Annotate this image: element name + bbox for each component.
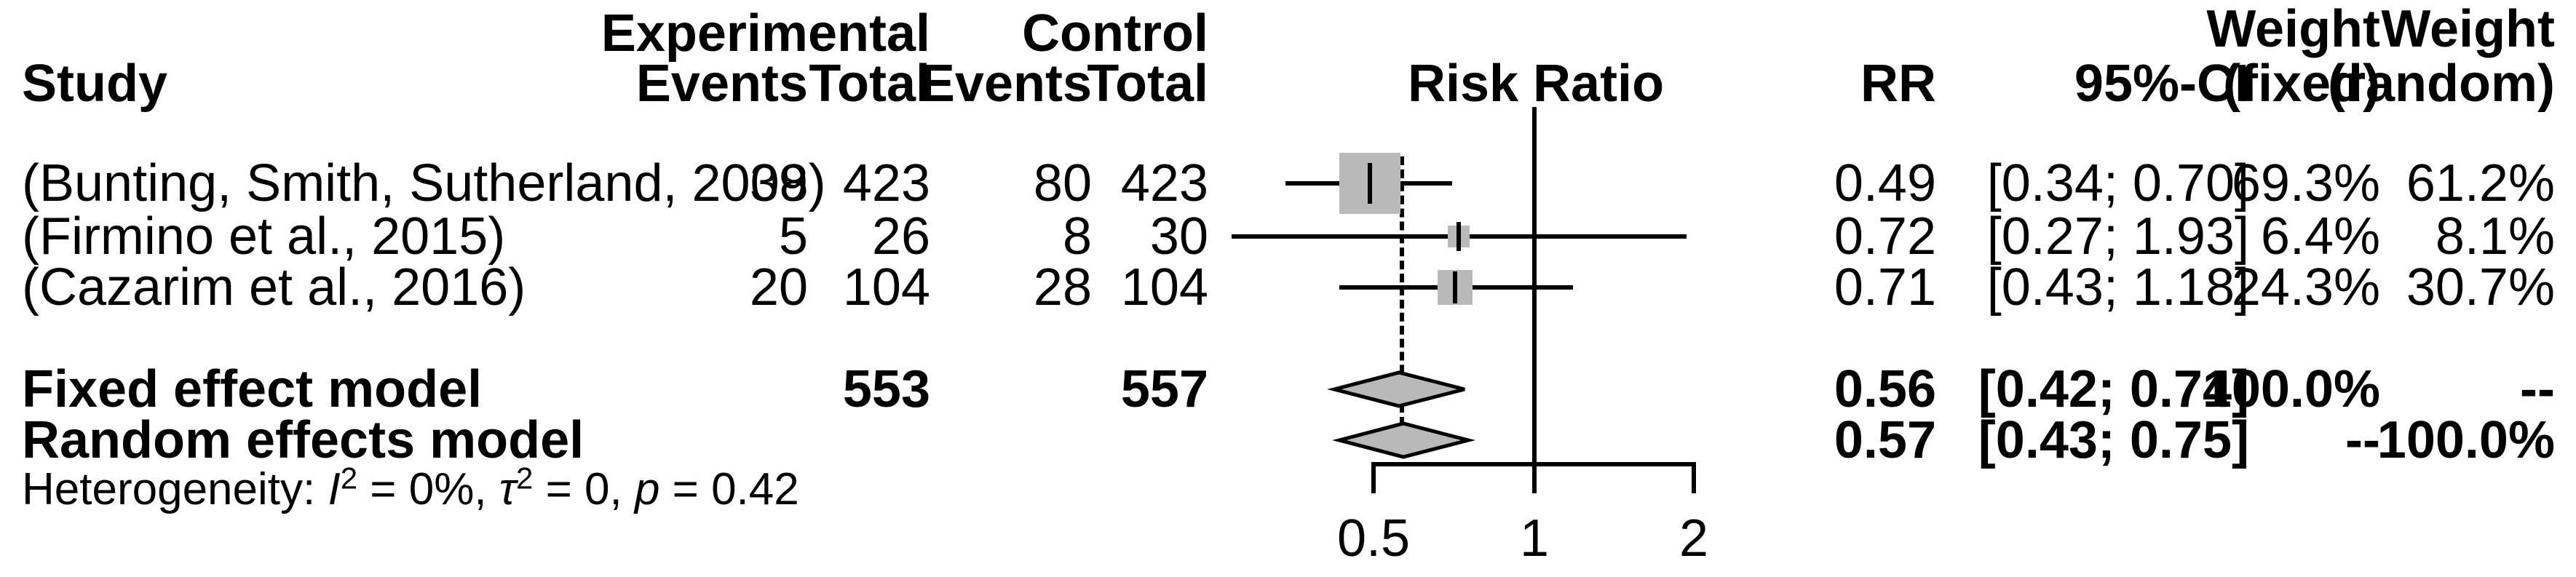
ctrl-events-value: 8 xyxy=(1062,207,1092,266)
random-rr-value: 0.57 xyxy=(1834,411,1936,469)
column-header-weight-fixed-sub: (fixed) xyxy=(2223,55,2380,113)
column-header-exp-events: Events xyxy=(635,55,808,113)
i-squared-symbol: I xyxy=(328,464,341,514)
column-group-control: Control xyxy=(1022,4,1208,63)
x-axis-line xyxy=(1371,462,1696,466)
exp-total-value: 26 xyxy=(871,207,930,266)
ctrl-total-value: 104 xyxy=(1120,258,1208,317)
column-header-ci: 95%-CI xyxy=(2074,55,2249,113)
ci-value: [0.43; 1.18] xyxy=(1986,258,2249,317)
heterogeneity-text: Heterogeneity: I2 = 0%, τ2 = 0, p = 0.42 xyxy=(22,463,799,514)
weight-random-value: 61.2% xyxy=(2406,154,2555,212)
fixed-effect-diamond xyxy=(1327,370,1465,408)
tau-squared-value: = 0, xyxy=(533,464,635,514)
study-name: (Firmino et al., 2015) xyxy=(22,207,506,266)
random-effects-label: Random effects model xyxy=(22,411,584,469)
p-symbol: p xyxy=(634,464,660,514)
i-squared-value: = 0%, xyxy=(357,464,499,514)
fixed-exp-total: 553 xyxy=(842,360,930,418)
i-squared-sup: 2 xyxy=(340,461,358,496)
study-name: (Bunting, Smith, Sutherland, 2008) xyxy=(22,154,826,212)
point-estimate-tick-study-2 xyxy=(1457,222,1461,251)
ctrl-events-value: 28 xyxy=(1033,258,1092,317)
column-header-study: Study xyxy=(22,55,168,113)
x-axis-label-1: 1 xyxy=(1519,509,1550,568)
rr-value: 0.71 xyxy=(1834,258,1936,317)
column-header-weight-random-top: Weight xyxy=(2381,0,2555,58)
ci-value: [0.27; 1.93] xyxy=(1986,207,2249,266)
exp-events-value: 5 xyxy=(778,207,808,266)
point-estimate-tick-study-3 xyxy=(1453,271,1457,303)
column-header-ctrl-total: Total xyxy=(1087,55,1208,113)
exp-total-value: 104 xyxy=(842,258,930,317)
random-weight-fixed: -- xyxy=(2345,411,2380,469)
fixed-rr-value: 0.56 xyxy=(1834,360,1936,418)
column-header-rr: RR xyxy=(1860,55,1936,113)
ctrl-total-value: 30 xyxy=(1149,207,1208,266)
p-value: = 0.42 xyxy=(659,464,799,514)
weight-fixed-value: 24.3% xyxy=(2231,258,2380,317)
ctrl-events-value: 80 xyxy=(1033,154,1092,212)
weight-random-value: 8.1% xyxy=(2435,207,2555,266)
column-header-risk-ratio: Risk Ratio xyxy=(1407,55,1665,113)
exp-total-value: 423 xyxy=(842,154,930,212)
ctrl-total-value: 423 xyxy=(1120,154,1208,212)
point-estimate-tick-study-1 xyxy=(1368,163,1372,204)
weight-random-value: 30.7% xyxy=(2406,258,2555,317)
random-effects-diamond xyxy=(1332,421,1475,459)
x-axis-tick-1 xyxy=(1532,466,1537,493)
exp-events-value: 39 xyxy=(749,154,808,212)
fixed-weight-fixed: 100.0% xyxy=(2202,360,2380,418)
pooled-estimate-dashed-line xyxy=(1400,156,1404,426)
fixed-ctrl-total: 557 xyxy=(1120,360,1208,418)
x-axis-tick-2 xyxy=(1692,466,1696,493)
rr-value: 0.72 xyxy=(1834,207,1936,266)
heterogeneity-prefix: Heterogeneity: xyxy=(22,464,328,514)
fixed-effect-label: Fixed effect model xyxy=(22,360,483,418)
tau-squared-symbol: τ xyxy=(499,464,516,514)
reference-line-rr-1 xyxy=(1532,107,1537,493)
random-ci-value: [0.43; 0.75] xyxy=(1978,411,2249,469)
study-name: (Cazarim et al., 2016) xyxy=(22,258,526,317)
column-header-ctrl-events: Events xyxy=(919,55,1092,113)
exp-events-value: 20 xyxy=(749,258,808,317)
column-header-exp-total: Total xyxy=(809,55,930,113)
column-group-experimental: Experimental xyxy=(601,4,930,63)
x-axis-label-2: 2 xyxy=(1679,509,1709,568)
weight-fixed-value: 6.4% xyxy=(2260,207,2380,266)
rr-value: 0.49 xyxy=(1834,154,1936,212)
column-header-weight-fixed-top: Weight xyxy=(2206,0,2380,58)
ci-value: [0.34; 0.70] xyxy=(1986,154,2249,212)
fixed-weight-random: -- xyxy=(2520,360,2555,418)
x-axis-label-05: 0.5 xyxy=(1336,509,1411,568)
x-axis-tick-05 xyxy=(1371,466,1376,493)
random-weight-random: 100.0% xyxy=(2377,411,2555,469)
fixed-ci-value: [0.42; 0.74] xyxy=(1978,360,2249,418)
weight-fixed-value: 69.3% xyxy=(2231,154,2380,212)
column-header-weight-random-sub: (random) xyxy=(2328,55,2555,113)
tau-squared-sup: 2 xyxy=(515,461,534,496)
